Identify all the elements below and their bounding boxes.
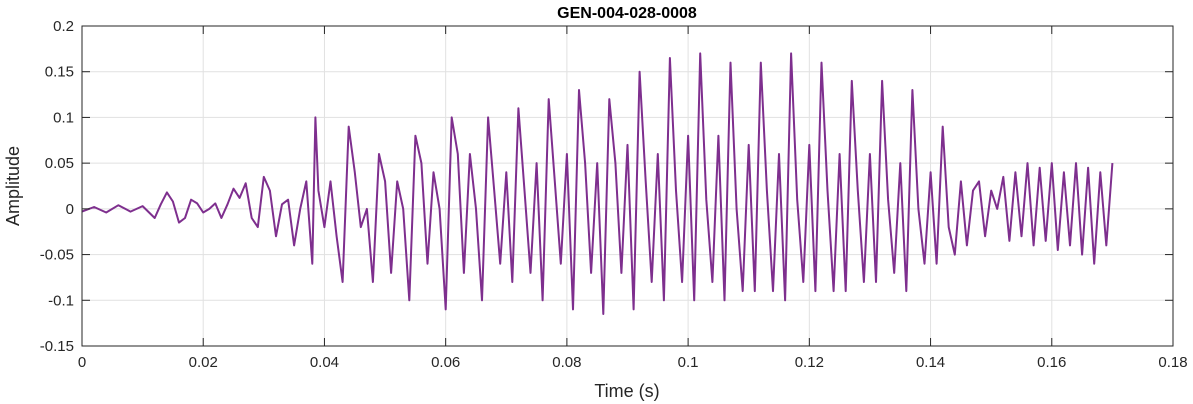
series-layer <box>81 52 1114 315</box>
x-tick-label: 0.06 <box>431 354 460 371</box>
y-tick-label: 0 <box>66 201 74 218</box>
x-tick-label: 0 <box>78 354 86 371</box>
axis-ticks: 0 0.02 0.04 0.06 0.08 0.1 0.12 0.14 0.16 0.18 -0.1… <box>40 18 1188 371</box>
x-tick-label: 0.18 <box>1158 354 1187 371</box>
x-tick-label: 0.02 <box>189 354 218 371</box>
y-tick-label: -0.05 <box>40 247 74 264</box>
x-tick-label: 0.04 <box>310 354 339 371</box>
y-tick-label: 0.05 <box>45 155 74 172</box>
chart-title: GEN-004-028-0008 <box>557 5 697 22</box>
y-tick-label: 0.1 <box>53 109 74 126</box>
x-tick-label: 0.16 <box>1037 354 1066 371</box>
x-tick-label: 0.12 <box>795 354 824 371</box>
x-tick-label: 0.14 <box>916 354 945 371</box>
y-tick-label: -0.1 <box>48 292 74 309</box>
series-line <box>81 52 1114 315</box>
x-tick-label: 0.08 <box>552 354 581 371</box>
y-axis-label: Amplitude <box>3 146 23 226</box>
y-tick-label: 0.2 <box>53 18 74 35</box>
x-tick-label: 0.1 <box>678 354 699 371</box>
x-axis-label: Time (s) <box>594 381 659 401</box>
y-tick-label: -0.15 <box>40 338 74 355</box>
plot-frame <box>81 25 1174 347</box>
y-tick-label: 0.15 <box>45 64 74 81</box>
